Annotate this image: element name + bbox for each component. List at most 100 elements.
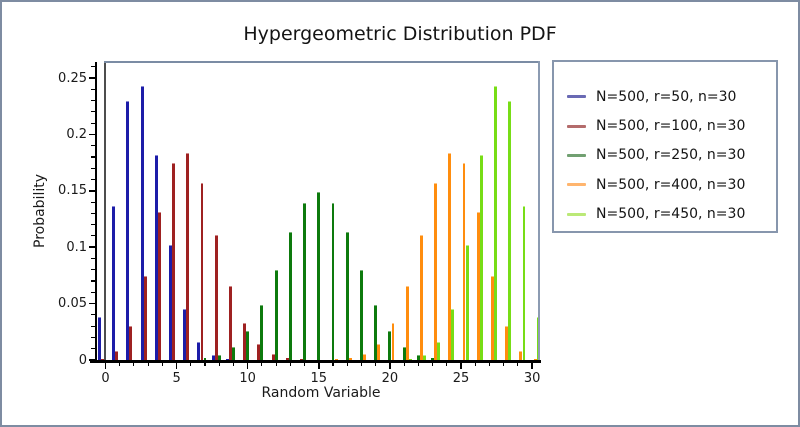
bar xyxy=(257,343,261,360)
x-minor-tick xyxy=(304,362,306,366)
legend-label: N=500, r=400, n=30 xyxy=(596,176,746,193)
bar xyxy=(126,101,130,360)
bar xyxy=(419,234,423,360)
x-major-tick xyxy=(531,362,533,369)
y-axis-label: Probability xyxy=(32,173,48,249)
y-minor-tick xyxy=(91,66,95,68)
bar xyxy=(274,269,278,360)
x-tick-label: 10 xyxy=(239,371,256,386)
legend-item: N=500, r=250, n=30 xyxy=(567,147,776,163)
y-minor-tick xyxy=(91,88,95,90)
x-minor-tick xyxy=(403,362,405,366)
y-minor-tick xyxy=(91,314,95,316)
x-minor-tick xyxy=(446,362,448,366)
y-axis-line xyxy=(94,62,97,363)
x-minor-tick xyxy=(417,362,419,366)
bar xyxy=(143,275,147,360)
x-minor-tick xyxy=(147,362,149,366)
y-minor-tick xyxy=(91,100,95,102)
legend-item: N=500, r=50, n=30 xyxy=(567,89,776,105)
y-major-tick xyxy=(88,133,95,136)
bar xyxy=(331,203,335,360)
bar xyxy=(522,206,526,360)
bar xyxy=(183,309,187,360)
bar xyxy=(405,285,409,360)
x-major-tick xyxy=(175,362,178,369)
bar xyxy=(112,206,116,360)
bar xyxy=(334,358,338,360)
bar xyxy=(491,275,494,360)
y-tick-label: 0.2 xyxy=(66,126,87,142)
bar xyxy=(508,101,512,360)
bar xyxy=(479,154,483,360)
x-axis-label: Random Variable xyxy=(261,385,381,401)
y-major-tick xyxy=(88,190,95,192)
x-minor-tick xyxy=(119,362,121,366)
y-tick-label: 0.25 xyxy=(58,70,87,86)
bar xyxy=(303,203,307,360)
y-major-tick xyxy=(88,359,95,361)
legend-label: N=500, r=250, n=30 xyxy=(596,147,746,164)
legend-item: N=500, r=400, n=30 xyxy=(567,177,776,193)
x-minor-tick xyxy=(474,362,476,366)
bar xyxy=(437,342,441,360)
x-minor-tick xyxy=(375,362,377,366)
y-minor-tick xyxy=(91,212,95,214)
bar xyxy=(203,358,207,360)
bar xyxy=(519,351,523,360)
y-tick-label: 0.15 xyxy=(58,183,87,199)
x-tick-label: 0 xyxy=(101,371,110,386)
chart-title: Hypergeometric Distribution PDF xyxy=(243,23,557,45)
bar xyxy=(225,358,229,360)
bar xyxy=(377,343,381,360)
x-axis-line xyxy=(90,359,541,363)
x-major-tick xyxy=(246,362,249,369)
x-minor-tick xyxy=(133,362,135,366)
y-minor-tick xyxy=(91,122,95,124)
bar xyxy=(228,285,232,360)
y-minor-tick xyxy=(91,257,95,260)
bar xyxy=(374,304,378,360)
x-minor-tick xyxy=(190,362,192,366)
y-minor-tick xyxy=(91,224,95,226)
x-minor-tick xyxy=(360,362,363,366)
y-minor-tick xyxy=(91,235,95,237)
bar xyxy=(140,85,144,360)
legend-swatch xyxy=(567,212,586,216)
bar xyxy=(448,152,452,360)
x-minor-tick xyxy=(289,362,291,366)
y-tick-label: 0.05 xyxy=(58,296,87,312)
bar xyxy=(533,358,537,360)
plot-frame-right xyxy=(537,61,540,360)
y-major-tick xyxy=(88,77,95,79)
bar xyxy=(391,322,395,360)
bar xyxy=(348,358,352,360)
y-major-tick xyxy=(88,302,95,305)
x-minor-tick xyxy=(275,362,277,366)
bar xyxy=(157,212,161,360)
legend-label: N=500, r=450, n=30 xyxy=(596,206,746,223)
bar xyxy=(300,358,303,360)
bar xyxy=(271,354,275,360)
y-minor-tick xyxy=(91,156,95,158)
x-minor-tick xyxy=(332,362,334,366)
bar xyxy=(345,232,349,360)
x-tick-label: 15 xyxy=(310,371,328,386)
bar xyxy=(494,85,497,360)
legend: N=500, r=50, n=30 N=500, r=100, n=30 N=500… xyxy=(552,60,778,233)
x-tick-label: 5 xyxy=(172,371,181,386)
bar xyxy=(246,330,250,360)
bar xyxy=(408,358,412,360)
legend-swatch xyxy=(567,183,586,187)
bar xyxy=(186,152,190,360)
legend-swatch xyxy=(567,153,586,157)
bar xyxy=(154,154,158,360)
bar xyxy=(465,244,469,360)
x-major-tick xyxy=(389,362,391,369)
bar xyxy=(434,182,438,360)
legend-swatch xyxy=(567,124,586,128)
x-minor-tick xyxy=(232,362,235,366)
y-minor-tick xyxy=(91,201,95,203)
